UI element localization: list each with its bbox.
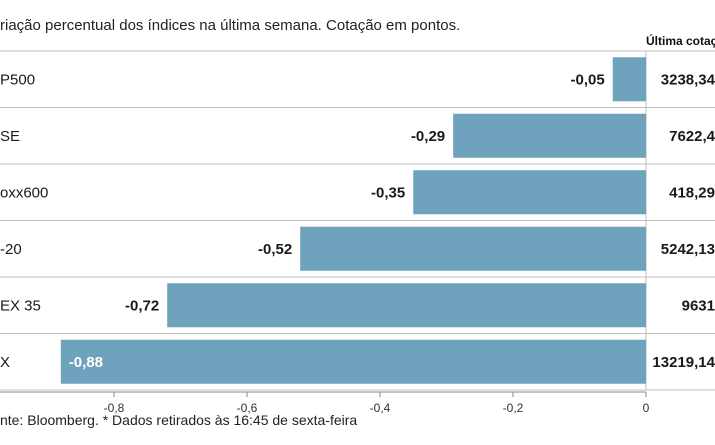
last-quote-value: 13219,14 [652,354,715,371]
last-quote-column-header: Última cotaç [646,34,715,48]
chart-source-note: nte: Bloomberg. * Dados retirados às 16:… [0,412,358,428]
bar-value-label: -0,29 [411,128,445,145]
bar-value-label: -0,52 [258,241,292,258]
category-label: X [0,354,10,371]
bar [453,113,646,158]
bar [413,170,646,215]
bar [300,226,646,271]
bar-value-label: -0,88 [69,354,103,371]
row-dividers [0,50,715,391]
category-label: oxx600 [0,184,48,201]
category-label: EX 35 [0,297,41,314]
last-quote-value: 9631 [682,297,715,314]
category-label: -20 [0,241,22,258]
bar-value-label: -0,72 [125,297,159,314]
x-tick-label: -0,6 [237,401,258,415]
bar-value-label: -0,05 [571,71,605,88]
x-tick-label: -0,8 [104,401,125,415]
bar [167,283,646,328]
x-tick-label: -0,4 [370,401,391,415]
category-label: SE [0,128,20,145]
labels-group: P500 -0,05 3238,34 SE -0,29 7622,4 oxx600 -0,35… [0,71,715,371]
bar-value-label: -0,35 [371,184,405,201]
bar [612,57,646,102]
last-quote-value: 5242,13 [661,241,715,258]
last-quote-value: 3238,34 [661,71,715,88]
last-quote-value: 418,29 [669,184,715,201]
bar [60,339,647,384]
category-label: P500 [0,71,35,88]
chart-subtitle: riação percentual dos índices na última … [0,17,461,34]
bars-group [60,57,647,384]
last-quote-value: 7622,4 [669,128,715,145]
x-tick-label: 0 [643,401,650,415]
x-axis: -0,8 -0,6 -0,4 -0,2 0 [0,391,650,415]
x-tick-label: -0,2 [503,401,524,415]
